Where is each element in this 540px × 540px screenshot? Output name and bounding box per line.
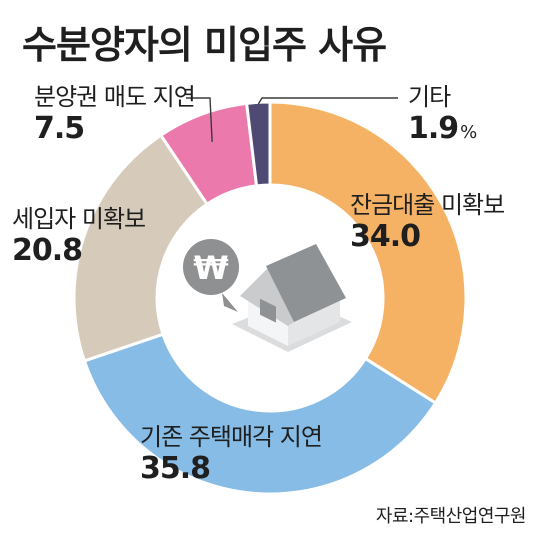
won-coin-icon: ₩ — [183, 239, 239, 312]
slice-value: 7.5 — [34, 110, 85, 146]
slice-value: 35.8 — [140, 450, 211, 486]
slice-value: 34.0 — [350, 218, 421, 254]
leader-line — [257, 97, 398, 105]
slice-name: 기존 주택매각 지연 — [140, 423, 323, 451]
chart-title: 수분양자의 미입주 사유 — [22, 23, 387, 67]
slice-name: 분양권 매도 지연 — [34, 83, 196, 111]
label-house-sale: 기존 주택매각 지연 35.8 — [140, 423, 323, 486]
label-presale-delay: 분양권 매도 지연 7.5 — [34, 83, 196, 146]
slice-value: 20.8 — [12, 232, 83, 268]
unit-label: % — [460, 121, 477, 143]
donut-slice — [72, 133, 210, 363]
leader-line — [186, 97, 213, 142]
slice-name: 기타 — [408, 83, 451, 111]
svg-text:₩: ₩ — [193, 249, 228, 287]
slice-value: 1.9 — [408, 110, 459, 146]
source-note: 자료:주택산업연구원 — [375, 506, 527, 527]
label-loan: 잔금대출 미확보 34.0 — [350, 191, 505, 254]
donut-slice — [268, 100, 468, 406]
slice-name: 세입자 미확보 — [12, 205, 146, 233]
donut-slice — [82, 332, 438, 496]
label-tenant: 세입자 미확보 20.8 — [12, 205, 146, 268]
slice-name: 잔금대출 미확보 — [350, 191, 505, 219]
label-other: 기타 1.9% — [408, 83, 477, 146]
donut-slice — [244, 100, 272, 188]
house-icon — [232, 244, 352, 352]
